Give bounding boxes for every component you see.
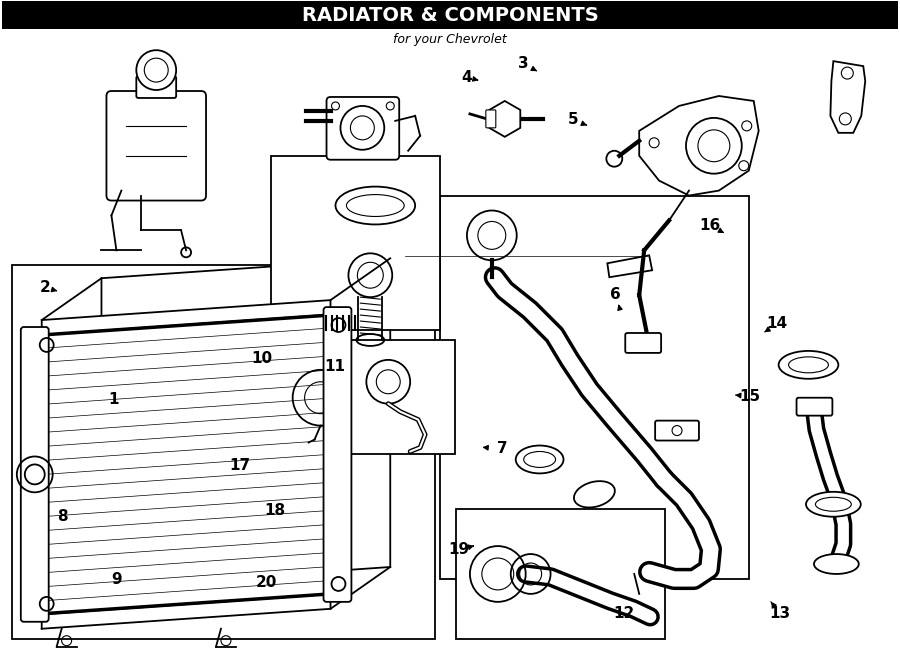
Polygon shape xyxy=(639,96,759,196)
FancyBboxPatch shape xyxy=(21,327,49,622)
Text: 13: 13 xyxy=(770,606,790,621)
Text: RADIATOR & COMPONENTS: RADIATOR & COMPONENTS xyxy=(302,6,598,25)
Text: 19: 19 xyxy=(448,542,470,557)
Bar xyxy=(2,1,898,29)
Bar xyxy=(456,509,665,639)
Text: 6: 6 xyxy=(610,287,621,302)
Circle shape xyxy=(467,210,517,260)
Text: 12: 12 xyxy=(613,606,634,621)
Polygon shape xyxy=(608,255,652,277)
Text: 18: 18 xyxy=(265,503,286,518)
Text: for your Chevrolet: for your Chevrolet xyxy=(393,33,507,46)
FancyBboxPatch shape xyxy=(655,420,699,440)
Polygon shape xyxy=(490,101,520,137)
Polygon shape xyxy=(41,300,330,629)
Text: 20: 20 xyxy=(256,575,277,590)
Text: 8: 8 xyxy=(58,508,68,524)
Text: 15: 15 xyxy=(740,389,760,404)
FancyBboxPatch shape xyxy=(106,91,206,200)
Bar xyxy=(271,340,455,455)
Ellipse shape xyxy=(806,492,860,517)
FancyBboxPatch shape xyxy=(796,398,832,416)
Polygon shape xyxy=(831,61,865,133)
FancyBboxPatch shape xyxy=(486,110,496,128)
FancyBboxPatch shape xyxy=(626,333,662,353)
Text: 5: 5 xyxy=(568,112,578,128)
Text: 14: 14 xyxy=(767,317,788,331)
Text: 1: 1 xyxy=(109,392,119,407)
Text: 3: 3 xyxy=(518,56,529,71)
FancyBboxPatch shape xyxy=(327,97,400,160)
Text: 4: 4 xyxy=(461,69,472,85)
Ellipse shape xyxy=(574,481,615,508)
Ellipse shape xyxy=(336,186,415,225)
Text: 11: 11 xyxy=(325,359,346,374)
Text: 16: 16 xyxy=(699,217,721,233)
Text: 9: 9 xyxy=(112,572,122,587)
FancyBboxPatch shape xyxy=(323,307,351,602)
Text: 7: 7 xyxy=(497,442,508,457)
Text: 10: 10 xyxy=(251,350,273,366)
Bar xyxy=(271,156,440,330)
Ellipse shape xyxy=(814,554,859,574)
Ellipse shape xyxy=(516,446,563,473)
FancyBboxPatch shape xyxy=(136,76,176,98)
Ellipse shape xyxy=(778,351,839,379)
Bar xyxy=(12,265,435,639)
Circle shape xyxy=(136,50,176,90)
Text: 17: 17 xyxy=(229,458,250,473)
Bar xyxy=(440,196,749,579)
Text: 2: 2 xyxy=(40,280,50,295)
